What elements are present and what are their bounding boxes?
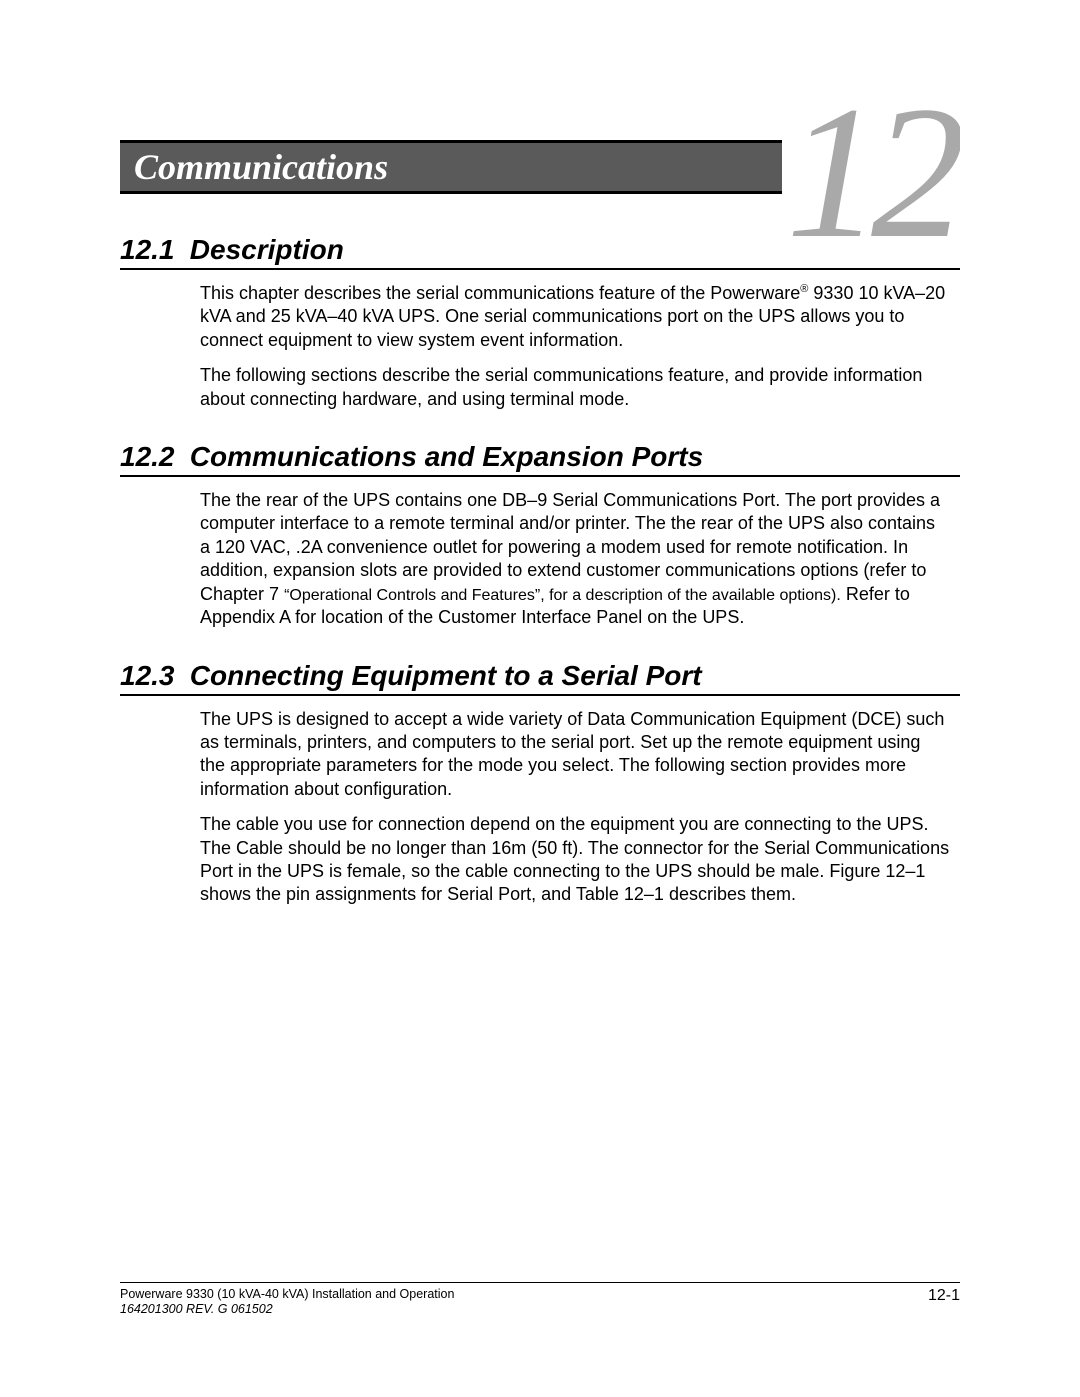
chapter-header: Communications 12 [120,140,960,194]
paragraph: The UPS is designed to accept a wide var… [200,708,950,802]
paragraph: This chapter describes the serial commun… [200,282,950,352]
section-heading: 12.3 Connecting Equipment to a Serial Po… [120,660,960,696]
footer-doc-title: Powerware 9330 (10 kVA-40 kVA) Installat… [120,1287,454,1302]
section-body: This chapter describes the serial commun… [200,282,950,411]
footer-revision: 164201300 REV. G 061502 [120,1302,454,1317]
section-12-2: 12.2 Communications and Expansion Ports … [120,441,960,630]
section-title: Description [190,234,344,265]
paragraph: The following sections describe the seri… [200,364,950,411]
chapter-number: 12 [782,78,960,258]
section-title: Communications and Expansion Ports [190,441,703,472]
section-heading: 12.2 Communications and Expansion Ports [120,441,960,477]
section-number: 12.3 [120,660,182,692]
section-number: 12.2 [120,441,182,473]
section-12-3: 12.3 Connecting Equipment to a Serial Po… [120,660,960,907]
paragraph: The cable you use for connection depend … [200,813,950,907]
paragraph: The the rear of the UPS contains one DB–… [200,489,950,630]
section-body: The the rear of the UPS contains one DB–… [200,489,950,630]
footer-left: Powerware 9330 (10 kVA-40 kVA) Installat… [120,1287,454,1317]
footer-page-number: 12-1 [928,1287,960,1305]
section-body: The UPS is designed to accept a wide var… [200,708,950,907]
section-number: 12.1 [120,234,182,266]
section-title: Connecting Equipment to a Serial Port [190,660,702,691]
section-12-1: 12.1 Description This chapter describes … [120,234,960,411]
chapter-title: Communications [134,146,388,188]
document-page: Communications 12 12.1 Description This … [0,0,1080,1397]
page-footer: Powerware 9330 (10 kVA-40 kVA) Installat… [120,1282,960,1317]
